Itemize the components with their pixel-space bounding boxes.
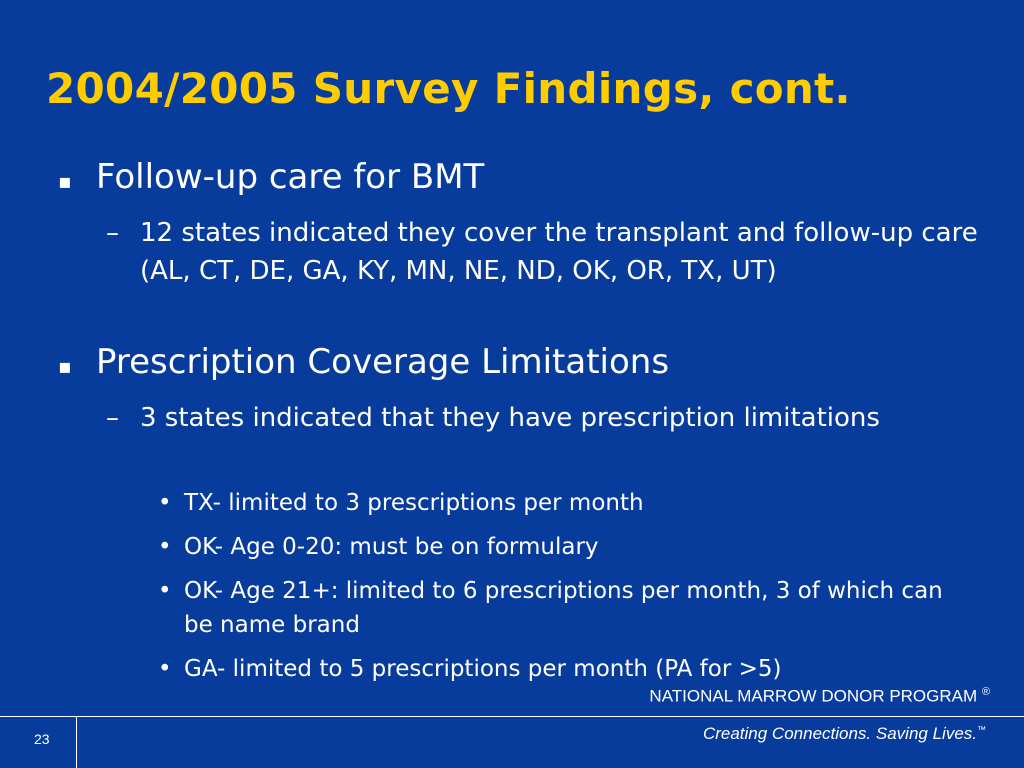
sub-item-text: 12 states indicated they cover the trans… [140,218,978,286]
footer-vertical-divider [76,716,77,768]
dash-bullet-icon: – [106,218,119,248]
dot-bullet-icon: • [158,490,172,516]
detail-text: TX- limited to 3 prescriptions per month [184,490,644,516]
dash-bullet-icon: – [106,403,119,433]
dot-bullet-icon: • [158,578,172,604]
square-bullet-icon: ▪ [58,169,72,193]
tagline-text: Creating Connections. Saving Lives. [702,724,977,743]
slide-title: 2004/2005 Survey Findings, cont. [46,64,851,113]
detail-text: OK- Age 21+: limited to 6 prescriptions … [184,578,958,638]
detail-text: GA- limited to 5 prescriptions per month… [184,656,782,682]
square-bullet-icon: ▪ [58,354,72,378]
org-name: NATIONAL MARROW DONOR PROGRAM ® [649,686,990,707]
bullet-text: Follow-up care for BMT [96,157,485,197]
dot-bullet-icon: • [158,534,172,560]
footer-divider-line [0,716,1024,717]
dot-bullet-icon: • [158,656,172,682]
org-name-text: NATIONAL MARROW DONOR PROGRAM [649,686,978,706]
trademark-mark: ™ [977,724,986,735]
page-number: 23 [34,731,50,747]
detail-text: OK- Age 0-20: must be on formulary [184,534,599,560]
registered-mark: ® [981,686,990,698]
sub-item-text: 3 states indicated that they have prescr… [140,403,880,433]
tagline: Creating Connections. Saving Lives.™ [703,724,986,744]
bullet-text: Prescription Coverage Limitations [96,342,670,382]
